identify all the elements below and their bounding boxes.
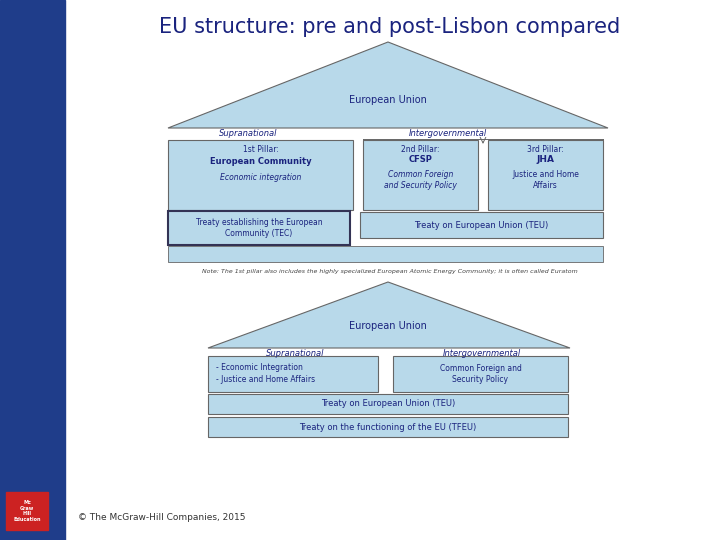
FancyBboxPatch shape [488,140,603,210]
Text: JHA: JHA [536,156,554,165]
FancyBboxPatch shape [168,246,603,262]
Text: 1st Pillar:: 1st Pillar: [243,145,279,153]
Text: CFSP: CFSP [408,156,433,165]
Text: European Union: European Union [349,321,427,331]
Text: Treaty on European Union (TEU): Treaty on European Union (TEU) [415,220,549,230]
Text: Intergovernmental: Intergovernmental [443,349,521,359]
Text: - Economic Integration: - Economic Integration [216,362,303,372]
Text: Intergovernmental: Intergovernmental [409,130,487,138]
Text: EU structure: pre and post-Lisbon compared: EU structure: pre and post-Lisbon compar… [159,17,621,37]
Text: Treaty establishing the European
Community (TEC): Treaty establishing the European Communi… [196,218,323,238]
Text: Supranational: Supranational [219,130,277,138]
FancyBboxPatch shape [208,394,568,414]
FancyBboxPatch shape [360,212,603,238]
Bar [6,492,48,530]
Text: 3rd Pillar:: 3rd Pillar: [527,145,564,153]
Text: Treaty on European Union (TEU): Treaty on European Union (TEU) [321,400,455,408]
Text: Treaty on the functioning of the EU (TFEU): Treaty on the functioning of the EU (TFE… [300,422,477,431]
FancyBboxPatch shape [393,356,568,392]
Text: European Union: European Union [349,94,427,105]
Text: Mc
Graw
Hill
Education: Mc Graw Hill Education [13,500,41,522]
FancyBboxPatch shape [363,140,478,210]
Text: Economic integration: Economic integration [220,172,301,181]
Text: Common Foreign and
Security Policy: Common Foreign and Security Policy [440,364,521,384]
Text: Supranational: Supranational [266,349,324,359]
Text: Common Foreign
and Security Policy: Common Foreign and Security Policy [384,170,457,190]
Text: Note: The 1st pillar also includes the highly specialized European Atomic Energy: Note: The 1st pillar also includes the h… [202,268,578,273]
Polygon shape [208,282,570,348]
FancyBboxPatch shape [168,140,353,210]
FancyBboxPatch shape [208,356,378,392]
Text: - Justice and Home Affairs: - Justice and Home Affairs [216,375,315,384]
Text: © The McGraw-Hill Companies, 2015: © The McGraw-Hill Companies, 2015 [78,514,246,523]
FancyBboxPatch shape [208,417,568,437]
Polygon shape [168,42,608,128]
Text: 2nd Pillar:: 2nd Pillar: [401,145,440,153]
Text: Justice and Home
Affairs: Justice and Home Affairs [512,170,579,190]
Text: European Community: European Community [210,157,311,165]
Bar [0,0,65,540]
FancyBboxPatch shape [168,211,350,245]
